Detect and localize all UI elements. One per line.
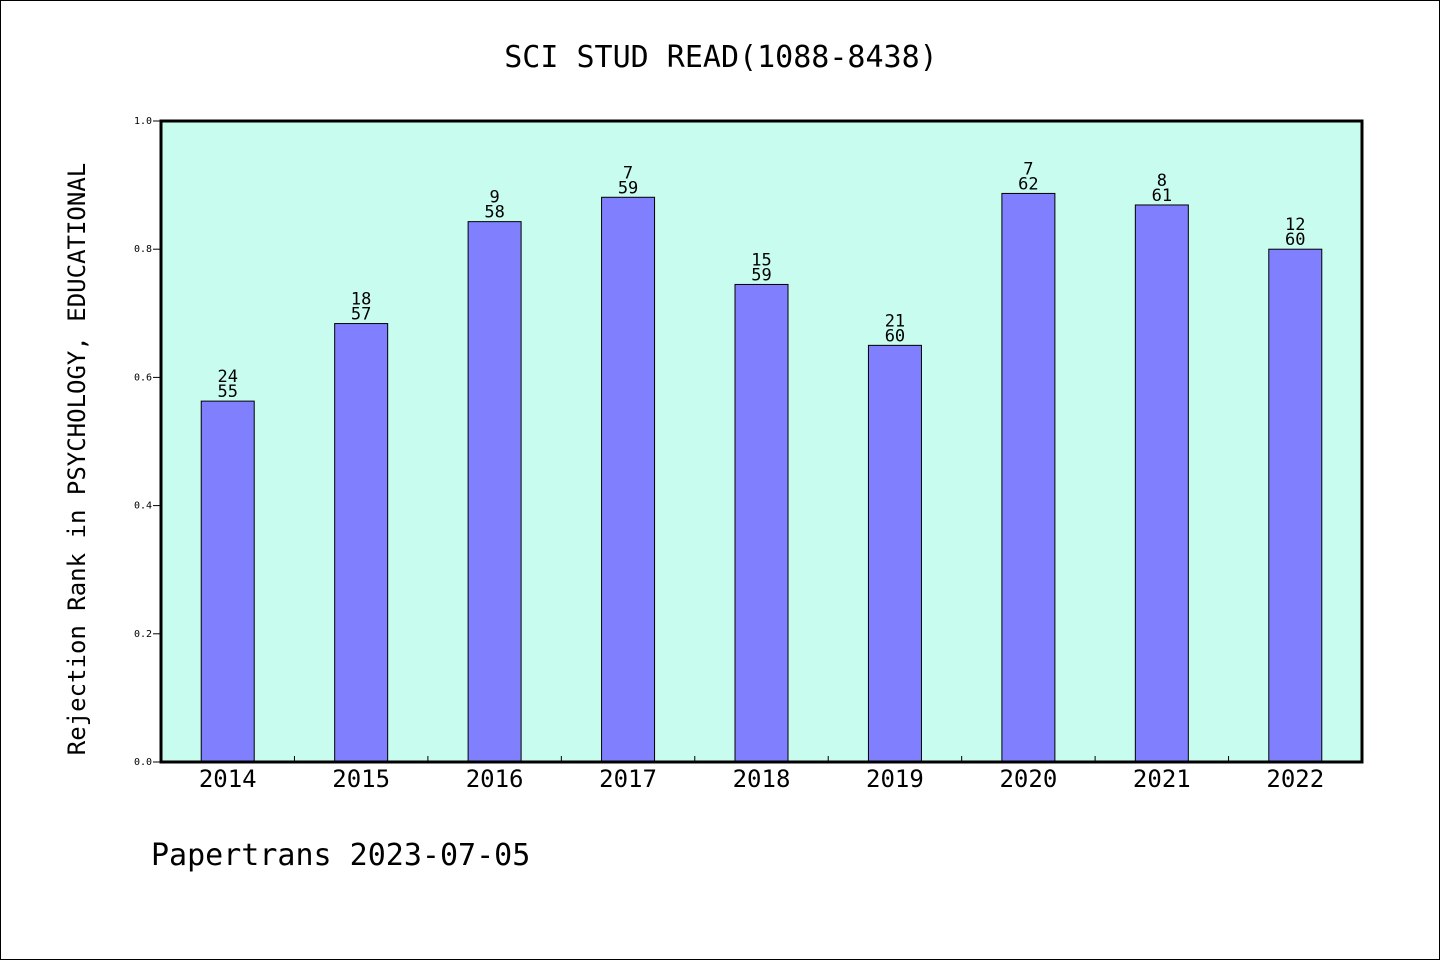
- x-tick-label: 2022: [1266, 765, 1324, 793]
- x-tick-label: 2016: [466, 765, 524, 793]
- footer-text: Papertrans 2023-07-05: [151, 838, 530, 873]
- bar-rank-label: 7: [623, 163, 633, 183]
- bar: [334, 323, 389, 763]
- x-tick-label: 2021: [1133, 765, 1191, 793]
- y-axis-ticks: 0.0 0.2 0.4 0.6 0.8 1.0: [134, 116, 161, 768]
- bar: [1001, 192, 1056, 763]
- bar-total-label: 62: [1018, 174, 1038, 194]
- plot-border: [159, 119, 1364, 764]
- bar-total-label: 60: [885, 326, 905, 346]
- bar-total-label: 58: [484, 203, 504, 223]
- x-tick-label: 2020: [999, 765, 1057, 793]
- chart-title: SCI STUD READ(1088-8438): [504, 40, 937, 75]
- y-tick-label: 0.2: [134, 629, 152, 640]
- x-tick-label: 2017: [599, 765, 657, 793]
- x-tick-label: 2018: [733, 765, 791, 793]
- bar-total-label: 60: [1285, 230, 1305, 250]
- bar-rank-label: 9: [489, 188, 499, 208]
- bar-total-label: 55: [217, 382, 237, 402]
- bar-total-label: 61: [1152, 186, 1172, 206]
- x-tick-label: 2019: [866, 765, 924, 793]
- bar: [867, 344, 922, 763]
- bar: [734, 283, 789, 763]
- x-axis-ticks: 2014 2015 2016 2017 2018 2019 2020 2021 2022: [199, 756, 1324, 793]
- bar-total-label: 59: [751, 265, 771, 285]
- x-tick-label: 2015: [332, 765, 390, 793]
- bar-total-label: 57: [351, 305, 371, 325]
- bar-rank-label: 8: [1157, 171, 1167, 191]
- bar-rank-label: 12: [1285, 215, 1305, 235]
- bar-rank-label: 7: [1023, 159, 1033, 179]
- bar: [1268, 248, 1323, 763]
- y-tick-label: 0.0: [134, 757, 152, 768]
- y-tick-label: 1.0: [134, 116, 152, 127]
- bar-rank-label: 24: [217, 367, 237, 387]
- bar-total-label: 59: [618, 178, 638, 198]
- y-tick-label: 0.6: [134, 372, 152, 383]
- bar: [200, 400, 255, 763]
- x-tick-label: 2014: [199, 765, 257, 793]
- bar: [1134, 204, 1189, 763]
- bar-rank-label: 21: [885, 311, 905, 331]
- y-tick-label: 0.4: [134, 501, 152, 512]
- bar-rank-label: 15: [751, 250, 771, 270]
- bar: [467, 221, 522, 763]
- y-axis-label: Rejection Rank in PSYCHOLOGY, EDUCATIONA…: [63, 163, 91, 755]
- bar-rank-label: 18: [351, 290, 371, 310]
- bar: [601, 196, 656, 763]
- y-tick-label: 0.8: [134, 244, 152, 255]
